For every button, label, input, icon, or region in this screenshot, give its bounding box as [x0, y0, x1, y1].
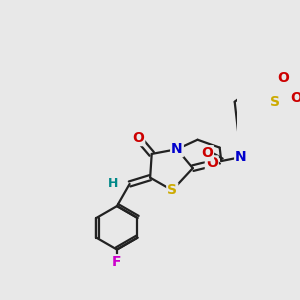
Text: O: O — [277, 71, 289, 85]
Text: S: S — [167, 183, 177, 197]
Text: O: O — [290, 91, 300, 105]
Text: H: H — [108, 178, 118, 190]
Text: F: F — [112, 255, 122, 269]
Text: N: N — [171, 142, 183, 156]
Text: O: O — [201, 146, 213, 160]
Text: O: O — [132, 131, 144, 145]
Text: O: O — [206, 156, 218, 170]
Text: N: N — [235, 150, 247, 164]
Text: S: S — [270, 95, 280, 109]
